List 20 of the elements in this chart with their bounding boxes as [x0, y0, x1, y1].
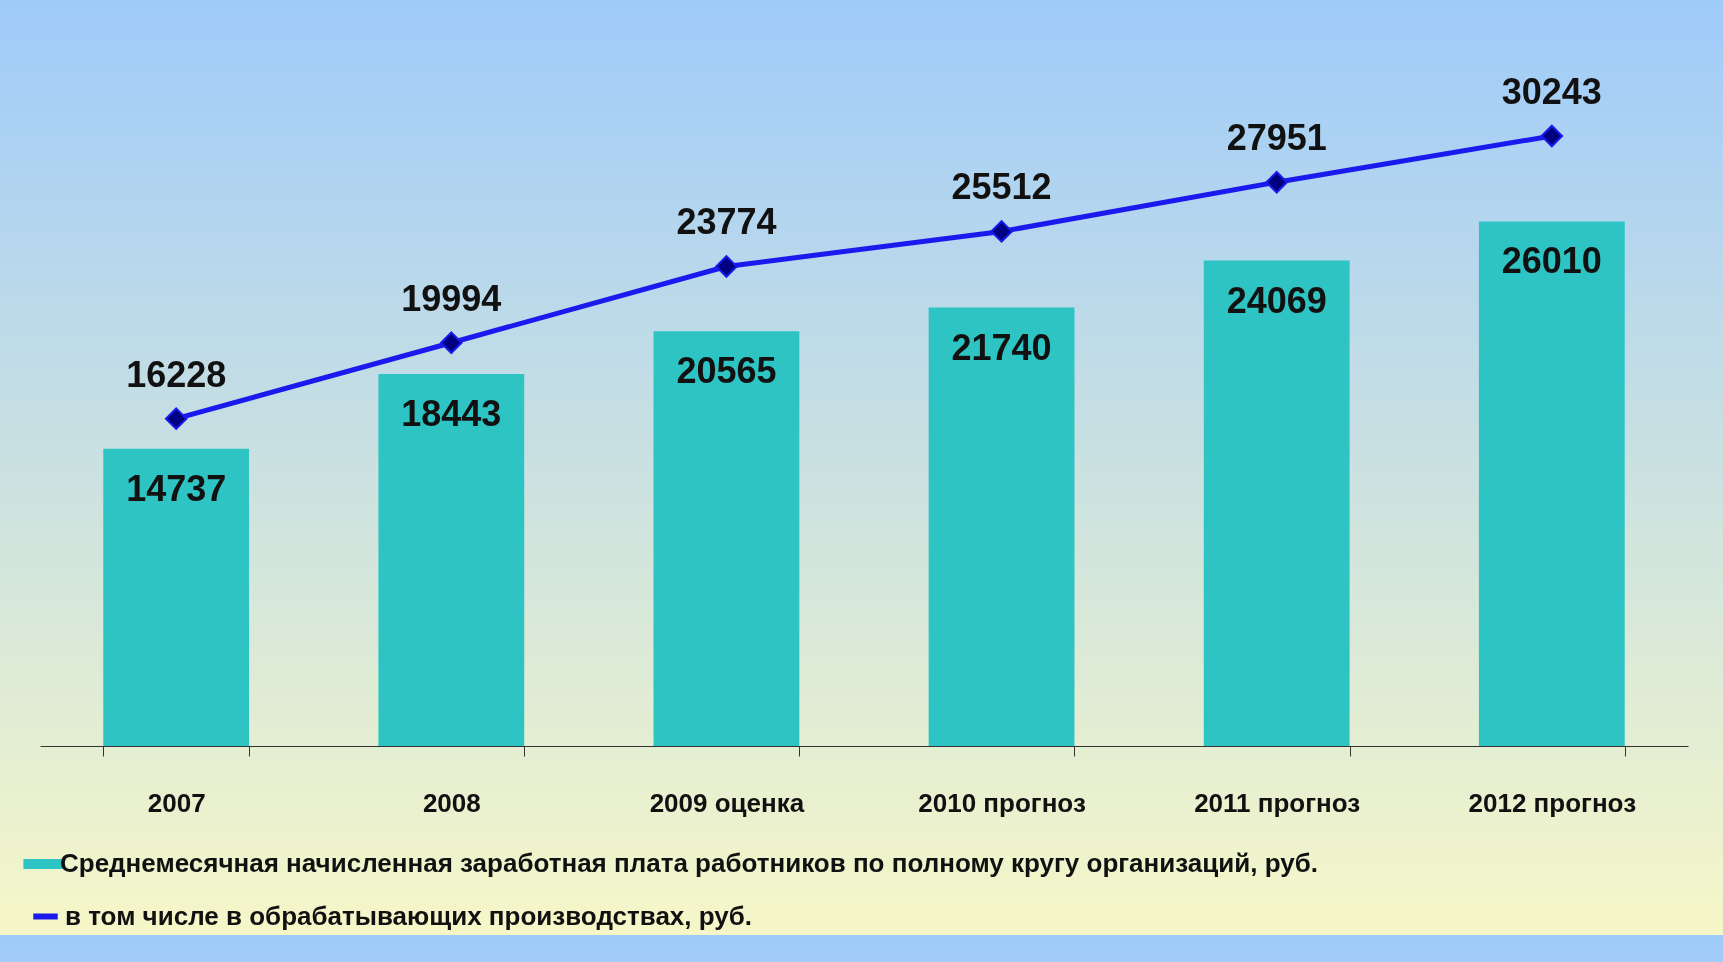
- data-label: 27951: [1226, 117, 1327, 159]
- data-label: 23774: [676, 201, 777, 243]
- x-tick-label: 2011 прогноз: [1194, 787, 1361, 818]
- data-label: 20565: [676, 350, 777, 392]
- x-tick-label: 2009 оценка: [649, 787, 805, 818]
- x-tick-label: 2010 прогноз: [918, 787, 1086, 818]
- legend-label: в том числе в обрабатывающих производствах, руб.: [65, 900, 753, 931]
- data-label: 25512: [951, 166, 1052, 208]
- x-tick-label: 2007: [147, 787, 206, 818]
- data-label: 18443: [401, 393, 502, 435]
- data-label: 19994: [401, 277, 502, 319]
- data-label: 21740: [951, 326, 1052, 368]
- data-label: 30243: [1501, 71, 1602, 112]
- data-label: 24069: [1226, 279, 1327, 321]
- x-tick-label: 2012 прогноз: [1468, 787, 1637, 818]
- data-label: 14737: [126, 467, 227, 509]
- data-label: 16228: [126, 353, 227, 395]
- legend-label: Среднемесячная начисленная заработная плата работников по полному кругу организаций, руб.: [60, 848, 1318, 878]
- data-label: 26010: [1501, 240, 1602, 282]
- x-tick-label: 2008: [422, 787, 481, 818]
